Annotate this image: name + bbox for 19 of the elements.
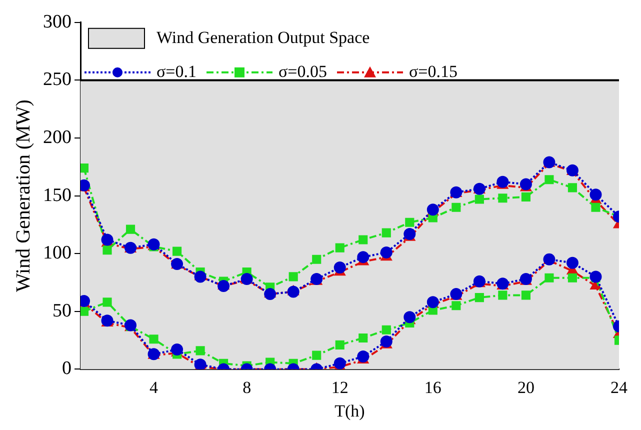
x-tick-label: 8: [242, 378, 252, 397]
y-tick-label: 300: [43, 11, 72, 32]
x-tick-label: 12: [331, 378, 348, 397]
y-tick-label: 250: [43, 69, 72, 90]
legend-label: Wind Generation Output Space: [156, 28, 370, 47]
y-tick-label: 200: [43, 126, 72, 148]
y-tick-label: 100: [43, 242, 72, 264]
x-tick-label: 20: [517, 378, 534, 397]
legend-label: σ=0.05: [278, 62, 328, 81]
x-tick-label: 24: [610, 378, 628, 397]
y-tick-label: 150: [43, 184, 72, 206]
y-tick-label: 0: [62, 358, 72, 380]
legend-label: σ=0.1: [156, 62, 197, 81]
x-tick-label: 4: [150, 378, 159, 397]
y-axis-title: Wind Generation (MW): [12, 100, 34, 292]
x-axis-title: T(h): [334, 401, 365, 420]
y-tick-label: 50: [52, 300, 72, 322]
x-tick-label: 16: [424, 378, 442, 397]
legend-label: σ=0.15: [409, 62, 458, 81]
